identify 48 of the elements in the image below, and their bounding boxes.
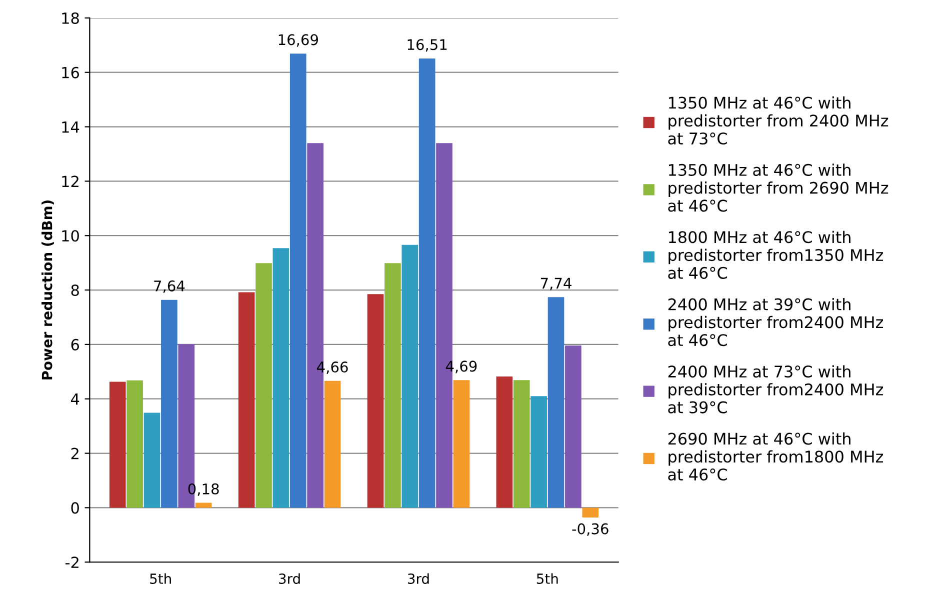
- legend-label: 1350 MHz at 46°C with predistorter from 2690 MHz at 46°C: [668, 164, 888, 212]
- bar: [402, 244, 418, 508]
- legend-label: 1350 MHz at 46°C with predistorter from 2400 MHz at 73°C: [668, 96, 888, 145]
- bar: [453, 380, 470, 508]
- y-tick-label: 16: [62, 66, 79, 78]
- data-label: 7,64: [154, 280, 185, 293]
- bar: [324, 380, 341, 508]
- bar: [565, 346, 582, 508]
- data-label: 16,69: [278, 34, 318, 47]
- y-tick-label: 2: [71, 448, 78, 460]
- legend-label: 1800 MHz at 46°C with predistorter from1350 MHz at 46°C: [668, 230, 884, 279]
- bar: [126, 380, 143, 508]
- bar: [513, 380, 530, 508]
- bar: [582, 508, 599, 518]
- legend-label: 2400 MHz at 39°C with predistorter from2400 MHz at 46°C: [668, 298, 884, 346]
- bar: [384, 263, 401, 508]
- legend-label: 2690 MHz at 46°C with predistorter from1800 MHz at 46°C: [668, 432, 884, 481]
- data-label: 16,51: [408, 39, 447, 52]
- y-tick-label: -2: [65, 556, 78, 568]
- bar: [367, 294, 384, 508]
- data-label: -0,36: [572, 523, 608, 536]
- y-tick-label: 8: [71, 284, 79, 296]
- bar: [418, 58, 436, 508]
- bar: [144, 412, 160, 508]
- legend-label: 2400 MHz at 73°C with predistorter from2400 MHz at 39°C: [668, 365, 884, 414]
- bar: [290, 54, 306, 508]
- y-tick-label: 4: [70, 394, 80, 405]
- y-tick-label: 14: [62, 121, 80, 133]
- bar: [238, 292, 255, 508]
- y-tick-label: 12: [62, 176, 78, 187]
- bar: [496, 376, 513, 508]
- x-tick-label: 3rd: [408, 573, 429, 584]
- bar: [548, 297, 564, 508]
- bar: [161, 300, 178, 508]
- bar: [109, 382, 126, 508]
- y-tick-label: 6: [71, 338, 79, 350]
- bar: [272, 248, 290, 508]
- x-tick-label: 5th: [536, 573, 558, 584]
- bar: [195, 502, 212, 508]
- x-tick-label: 5th: [150, 573, 171, 584]
- bar: [256, 263, 272, 508]
- y-tick-label: 10: [62, 230, 79, 242]
- y-tick-label: 0: [71, 502, 79, 514]
- data-label: 7,74: [540, 278, 572, 290]
- x-tick-label: 3rd: [279, 573, 300, 584]
- y-tick-label: 18: [62, 12, 79, 24]
- bar: [530, 396, 547, 508]
- y-axis-title: Power reduction (dBm): [42, 200, 54, 380]
